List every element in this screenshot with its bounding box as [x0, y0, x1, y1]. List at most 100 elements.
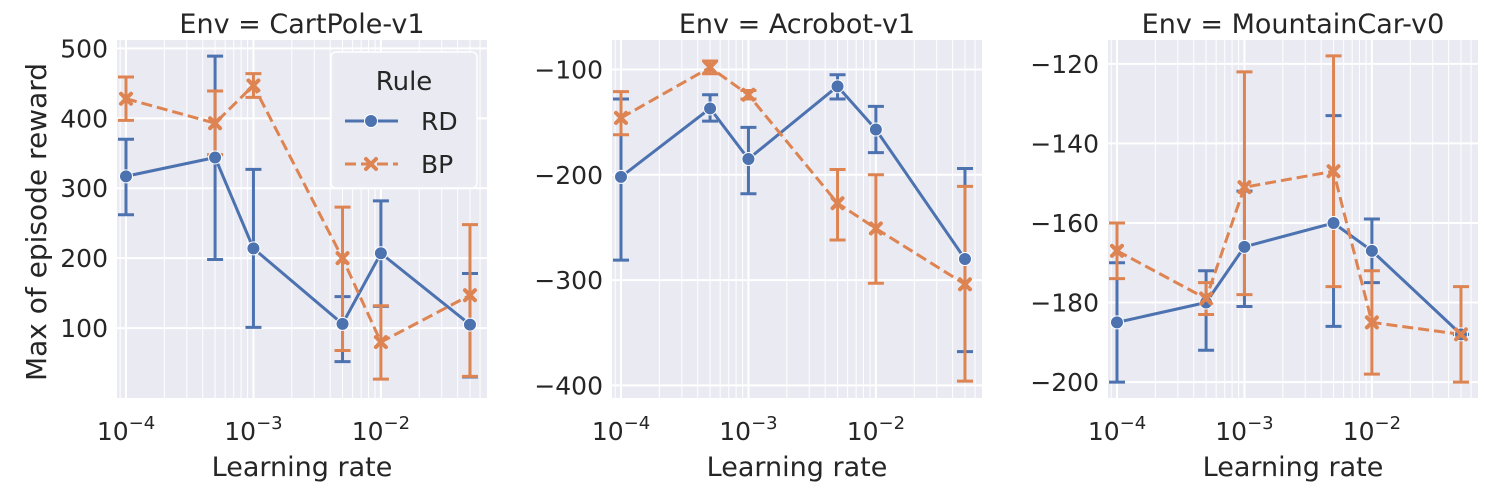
data-point-rd: [613, 169, 628, 184]
marker-stroke: [373, 335, 388, 350]
data-point-bp: [741, 87, 756, 102]
marker-stroke: [613, 110, 628, 125]
y-tick-label: 400: [60, 104, 108, 133]
plot-background: [1108, 40, 1478, 398]
legend-label-bp: BP: [421, 150, 453, 179]
data-point-bp: [613, 110, 628, 125]
marker-stroke: [1199, 291, 1214, 306]
y-axis-label: Max of episode reward: [20, 63, 53, 381]
marker-stroke: [462, 288, 477, 303]
data-point-bp: [1237, 180, 1252, 195]
panel-title: Env = MountainCar-v0: [1142, 9, 1445, 40]
x-axis-label: Learning rate: [212, 452, 393, 483]
x-tick-label: 10−4: [592, 413, 650, 446]
data-point-rd: [1364, 243, 1379, 258]
x-tick-label: 10−3: [1215, 413, 1273, 446]
marker-stroke: [830, 196, 845, 211]
data-point-rd: [868, 122, 883, 137]
data-point-rd: [462, 317, 477, 332]
y-tick-label: −300: [534, 266, 603, 295]
series-line-rd: [620, 84, 967, 260]
x-tick-label: 10−3: [224, 413, 282, 446]
legend: Rule RD BP: [330, 51, 478, 189]
legend-marker: [364, 114, 378, 128]
x-tick-label: 10−2: [352, 413, 410, 446]
legend-frame: [330, 51, 478, 189]
data-point-rd: [1326, 215, 1341, 230]
x-tick-label: 10−3: [719, 413, 777, 446]
data-point-bp: [1364, 315, 1379, 330]
x-axis-label: Learning rate: [707, 452, 888, 483]
y-tick-label: −140: [1030, 129, 1099, 158]
data-point-rd: [703, 101, 718, 116]
data-point-bp: [1199, 291, 1214, 306]
data-point-rd: [1237, 239, 1252, 254]
data-point-bp: [246, 78, 261, 93]
data-point-rd: [208, 150, 223, 165]
chart-panels: 10−4 10−3 10−2 100 200 300 400 500 Env = CartPol…: [60, 9, 1478, 483]
marker-stroke: [868, 221, 883, 236]
chart-panel-3: 10−4 10−3 10−2 −200 −180 −160 −140 −120 Env = Mo…: [1030, 9, 1478, 483]
data-point-rd: [830, 79, 845, 94]
data-point-bp: [1109, 243, 1124, 258]
data-point-rd: [335, 316, 350, 331]
x-tick-label: 10−2: [847, 413, 905, 446]
data-point-bp: [462, 288, 477, 303]
data-point-bp: [1326, 164, 1341, 179]
legend-title: Rule: [376, 67, 433, 97]
data-point-bp: [1453, 327, 1468, 342]
marker-stroke: [1237, 180, 1252, 195]
data-point-bp: [208, 116, 223, 131]
data-point-rd: [957, 252, 972, 267]
data-point-bp: [118, 91, 133, 106]
marker-stroke: [703, 60, 718, 75]
marker-stroke: [208, 116, 223, 131]
panel-title: Env = CartPole-v1: [179, 9, 424, 40]
series-line-bp: [620, 65, 966, 286]
legend-marker: [364, 157, 378, 171]
data-point-bp: [868, 221, 883, 236]
y-tick-label: −100: [534, 55, 603, 84]
x-tick-label: 10−4: [97, 413, 155, 446]
y-tick-label: 300: [60, 174, 108, 203]
y-tick-label: −120: [1030, 50, 1099, 79]
marker-stroke: [957, 277, 972, 292]
data-point-bp: [335, 251, 350, 266]
series-line-bp: [125, 82, 471, 345]
marker-stroke: [1109, 243, 1124, 258]
marker-stroke: [741, 87, 756, 102]
data-point-bp: [957, 277, 972, 292]
y-tick-label: −200: [1030, 368, 1099, 397]
chart-panel-2: 10−4 10−3 10−2 −400 −300 −200 −100 Env = Acrobo…: [534, 9, 982, 483]
x-tick-label: 10−2: [1343, 413, 1401, 446]
legend-label-rd: RD: [421, 107, 458, 136]
y-tick-label: −200: [534, 161, 603, 190]
y-tick-label: 100: [60, 314, 108, 343]
y-tick-label: 200: [60, 244, 108, 273]
data-point-rd: [246, 241, 261, 256]
data-point-bp: [703, 60, 718, 75]
x-tick-label: 10−4: [1088, 413, 1146, 446]
y-tick-label: 500: [60, 34, 108, 63]
y-tick-label: −160: [1030, 209, 1099, 238]
x-axis-label: Learning rate: [1203, 452, 1384, 483]
panel-title: Env = Acrobot-v1: [679, 9, 915, 40]
data-point-rd: [1109, 315, 1124, 330]
marker-stroke: [1453, 327, 1468, 342]
plot-background: [612, 40, 982, 398]
y-tick-label: −180: [1030, 289, 1099, 318]
chart-panel-1: 10−4 10−3 10−2 100 200 300 400 500 Env = CartPol…: [60, 9, 487, 483]
y-tick-label: −400: [534, 371, 603, 400]
series-line-rd: [125, 155, 471, 327]
data-point-rd: [373, 246, 388, 261]
data-point-rd: [741, 151, 756, 166]
marker-stroke: [118, 91, 133, 106]
data-point-rd: [118, 169, 133, 184]
series-line-bp: [1116, 169, 1462, 336]
marker-stroke: [1326, 164, 1341, 179]
data-point-bp: [373, 335, 388, 350]
marker-stroke: [1364, 315, 1379, 330]
marker-stroke: [246, 78, 261, 93]
data-point-bp: [830, 196, 845, 211]
